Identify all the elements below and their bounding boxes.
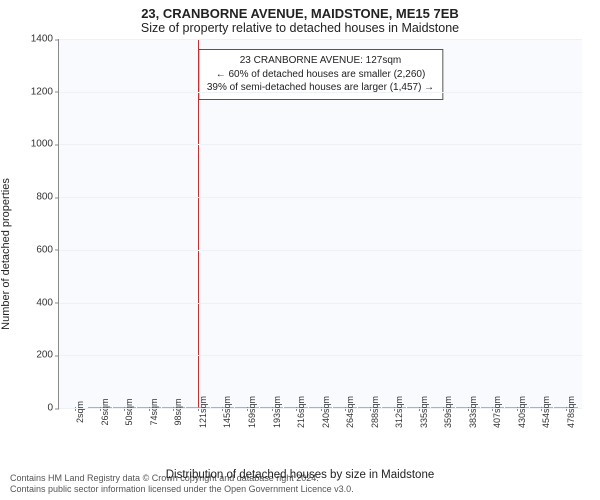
y-tick-label: 0 [19,403,53,414]
x-tick-label: 50sqm [124,398,134,425]
x-tick: 454sqm [529,408,554,464]
x-tick: 407sqm [480,408,505,464]
xticks-container: 2sqm26sqm50sqm74sqm98sqm121sqm145sqm169s… [59,408,582,464]
x-tick-label: 145sqm [222,396,232,428]
x-tick: 26sqm [88,408,113,464]
bars-container [59,39,582,408]
y-tick-label: 1000 [19,139,53,150]
x-tick: 121sqm [186,408,211,464]
x-tick: 478sqm [554,408,579,464]
title-main: 23, CRANBORNE AVENUE, MAIDSTONE, ME15 7E… [0,0,600,21]
x-tick-label: 383sqm [468,396,478,428]
grid-line [59,144,582,145]
y-tick-label: 400 [19,297,53,308]
x-tick: 430sqm [505,408,530,464]
grid-line [59,355,582,356]
chart-plot-area: 23 CRANBORNE AVENUE: 127sqm ← 60% of det… [58,39,582,409]
x-tick: 240sqm [308,408,333,464]
x-tick: 264sqm [333,408,358,464]
grid-line [59,92,582,93]
y-tick-label: 1400 [19,34,53,45]
x-tick-label: 478sqm [566,396,576,428]
x-tick-label: 264sqm [345,396,355,428]
x-tick: 312sqm [382,408,407,464]
x-tick: 169sqm [235,408,260,464]
x-tick-label: 430sqm [517,396,527,428]
x-tick: 288sqm [357,408,382,464]
x-tick: 216sqm [284,408,309,464]
y-tick-label: 800 [19,192,53,203]
x-tick-label: 359sqm [443,396,453,428]
x-tick-label: 98sqm [173,398,183,425]
x-tick: 98sqm [161,408,186,464]
x-tick: 359sqm [431,408,456,464]
title-sub: Size of property relative to detached ho… [0,21,600,39]
x-tick-label: 121sqm [198,396,208,428]
x-tick: 50sqm [112,408,137,464]
y-tick-label: 200 [19,350,53,361]
x-tick-label: 312sqm [394,396,404,428]
grid-line [59,250,582,251]
x-tick-label: 169sqm [247,396,257,428]
x-tick-label: 26sqm [100,398,110,425]
x-tick-label: 335sqm [419,396,429,428]
x-tick: 145sqm [210,408,235,464]
x-tick-label: 407sqm [492,396,502,428]
x-tick: 335sqm [406,408,431,464]
x-tick: 193sqm [259,408,284,464]
x-axis-label: Distribution of detached houses by size … [0,465,600,481]
x-tick-label: 74sqm [149,398,159,425]
x-tick-label: 454sqm [541,396,551,428]
grid-line [59,197,582,198]
x-tick-label: 2sqm [75,401,85,423]
x-tick: 74sqm [137,408,162,464]
x-tick: 2sqm [63,408,88,464]
x-tick-label: 216sqm [296,396,306,428]
y-axis-label: Number of detached properties [0,178,12,330]
grid-line [59,39,582,40]
x-tick-label: 288sqm [370,396,380,428]
grid-line [59,303,582,304]
y-tick-label: 600 [19,244,53,255]
grid-line [59,408,582,409]
footer-line: Contains public sector information licen… [10,484,590,495]
x-tick-label: 193sqm [272,396,282,428]
x-tick: 383sqm [456,408,481,464]
x-tick-label: 240sqm [321,396,331,428]
y-tick-label: 1200 [19,86,53,97]
